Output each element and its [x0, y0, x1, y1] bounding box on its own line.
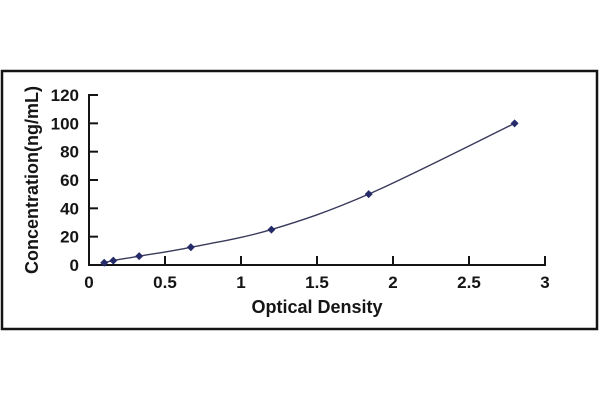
- data-point-marker: [109, 256, 118, 265]
- y-axis-title: Concentration(ng/mL): [22, 86, 42, 274]
- data-point-marker: [364, 190, 373, 199]
- x-tick-label: 1: [236, 273, 245, 292]
- y-tick-label: 20: [60, 228, 79, 247]
- x-axis-title: Optical Density: [251, 297, 382, 317]
- y-tick-label: 120: [51, 86, 79, 105]
- curve-line: [104, 122, 515, 264]
- y-tick-label: 40: [60, 199, 79, 218]
- data-point-marker: [510, 119, 519, 128]
- data-point-marker: [267, 225, 276, 234]
- axes-lines: [88, 94, 546, 266]
- x-tick-label: 1.5: [305, 273, 329, 292]
- x-tick-label: 0.5: [153, 273, 177, 292]
- data-point-marker: [100, 258, 109, 267]
- x-tick-label: 0: [84, 273, 93, 292]
- y-tick-label: 100: [51, 114, 79, 133]
- chart-frame: [0, 69, 599, 331]
- y-tick-label: 80: [60, 143, 79, 162]
- x-tick-label: 2.5: [457, 273, 481, 292]
- y-tick-label: 0: [70, 256, 79, 275]
- data-point-marker: [186, 243, 195, 252]
- x-tick-label: 2: [388, 273, 397, 292]
- y-tick-label: 60: [60, 171, 79, 190]
- data-point-marker: [135, 252, 144, 261]
- x-tick-label: 3: [540, 273, 549, 292]
